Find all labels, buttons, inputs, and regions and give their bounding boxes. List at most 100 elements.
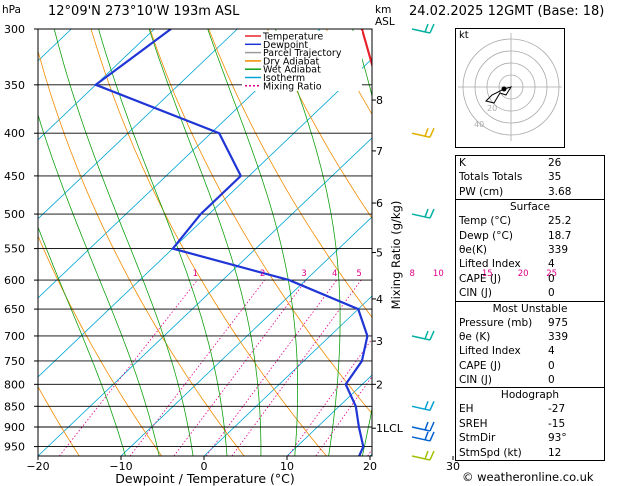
location-title: 12°09'N 273°10'W 193m ASL xyxy=(48,4,240,19)
row-key: Temp (°C) xyxy=(459,215,512,228)
wind-barb-flag xyxy=(424,421,429,431)
isotherm-line xyxy=(286,374,372,456)
table-row: Lifted Index 4 xyxy=(456,257,604,271)
dry-adiabat-line xyxy=(38,235,163,456)
row-value: 25.2 xyxy=(548,215,572,228)
legend-entry: Wet Adiabat xyxy=(263,65,321,76)
pressure-label: 700 xyxy=(4,330,25,343)
mixing-ratio-label: 1 xyxy=(193,269,198,279)
pressure-label: 350 xyxy=(4,79,25,92)
row-value: 975 xyxy=(548,316,569,329)
hodograph-title: Hodograph xyxy=(500,389,560,402)
wet-adiabat-line xyxy=(38,113,160,456)
wind-barb-flag xyxy=(424,23,429,33)
km-tick-label: 2 xyxy=(376,378,383,391)
mixing-ratio-label: 4 xyxy=(332,269,337,279)
dry-adiabat-line xyxy=(603,4,629,465)
pressure-label: 500 xyxy=(4,208,25,221)
pressure-label: 650 xyxy=(4,303,25,316)
wind-barb-flag xyxy=(429,400,435,411)
wind-barb-flag xyxy=(429,208,435,219)
row-value: 93° xyxy=(548,432,567,445)
table-row: StmSpd (kt) 12 xyxy=(456,446,604,460)
temp-tick-label: 30 xyxy=(446,460,460,473)
pressure-label: 450 xyxy=(4,170,25,183)
surface-section: Surface Temp (°C) 25.2 Dewp (°C) 18.7 θe(K) 3… xyxy=(456,199,604,300)
most-unstable-section: Most Unstable Pressure (mb) 975 θe (K) 339 L… xyxy=(456,300,604,388)
row-value: 18.7 xyxy=(548,229,572,242)
row-key: Pressure (mb) xyxy=(459,316,533,329)
hodograph-section: Hodograph EH -27 SREH -15 StmDir 93° StmSpd (k… xyxy=(456,387,604,460)
pressure-label: 950 xyxy=(4,441,25,454)
most-unstable-title: Most Unstable xyxy=(492,302,568,315)
axes: 3003504004505005506006507007508008509009… xyxy=(4,23,557,486)
wind-barb-flag xyxy=(429,330,435,341)
table-row: CIN (J) 0 xyxy=(456,373,604,387)
isotherm-line xyxy=(38,29,238,220)
km-tick-label: 3 xyxy=(376,335,383,348)
row-value: 0 xyxy=(548,272,555,285)
mixing-ratio-label: 15 xyxy=(482,269,493,279)
table-row: Lifted Index 4 xyxy=(456,344,604,358)
series-line-dewpoint xyxy=(93,29,369,456)
isotherm-line xyxy=(38,29,155,141)
hodograph-trace xyxy=(485,86,513,104)
wind-barb xyxy=(411,213,431,219)
height-unit-km: km xyxy=(375,4,392,16)
profiles xyxy=(93,29,372,456)
temp-tick-label: 10 xyxy=(280,460,294,473)
table-row: Totals Totals 35 xyxy=(456,170,604,184)
row-key: PW (cm) xyxy=(459,185,504,198)
pressure-label: 750 xyxy=(4,355,25,368)
wind-barb-flag xyxy=(424,450,429,460)
wind-barb-flag xyxy=(429,431,435,442)
mixing-ratio-label: 25 xyxy=(546,269,557,279)
mixing-ratio-label: 8 xyxy=(409,269,414,279)
row-key: EH xyxy=(459,403,474,416)
row-key: θe (K) xyxy=(459,330,491,343)
row-key: Dewp (°C) xyxy=(459,229,513,242)
pressure-label: 400 xyxy=(4,127,25,140)
datetime-title: 24.02.2025 12GMT (Base: 18) xyxy=(409,4,605,19)
wind-barb-flag xyxy=(424,330,429,340)
pressure-label: 800 xyxy=(4,378,25,391)
table-row: Pressure (mb) 975 xyxy=(456,316,604,330)
x-axis-label: Dewpoint / Temperature (°C) xyxy=(115,471,294,486)
row-value: 0 xyxy=(548,287,555,300)
row-key: CIN (J) xyxy=(459,287,492,300)
row-value: -27 xyxy=(548,403,566,416)
table-row: CIN (J) 0 xyxy=(456,286,604,300)
hodograph-panel: 20 40 kt xyxy=(455,28,565,148)
plot-frame xyxy=(37,28,373,457)
table-row: StmDir 93° xyxy=(456,431,604,445)
mixing-ratio-label: 10 xyxy=(433,269,444,279)
row-key: CIN (J) xyxy=(459,374,492,387)
isotherm-line xyxy=(619,29,629,456)
wet-adiabat-line xyxy=(352,29,372,456)
table-row: CAPE (J) 0 xyxy=(456,359,604,373)
wind-barb xyxy=(411,455,431,461)
row-value: 339 xyxy=(548,330,569,343)
row-key: SREH xyxy=(459,417,488,430)
isotherm-line xyxy=(120,216,372,456)
wind-barb-flag xyxy=(424,208,429,218)
wind-barb-flag xyxy=(424,401,429,410)
row-key: Lifted Index xyxy=(459,345,521,358)
row-value: 4 xyxy=(548,258,555,271)
table-row: Dewp (°C) 18.7 xyxy=(456,229,604,243)
wind-barb xyxy=(411,405,431,412)
table-row: SREH -15 xyxy=(456,417,604,431)
dry-adiabat-line xyxy=(38,49,245,456)
wet-adiabat-line xyxy=(38,226,126,456)
km-tick-label: 4 xyxy=(376,293,383,306)
legend-entry: Dewpoint xyxy=(263,40,308,51)
isotherm-line xyxy=(38,137,372,456)
row-value: 0 xyxy=(548,374,555,387)
hodograph-ring-label: 40 xyxy=(474,120,484,129)
table-row: Temp (°C) 25.2 xyxy=(456,214,604,228)
table-row: K 26 xyxy=(456,156,604,170)
height-unit: km ASL xyxy=(375,4,395,28)
dry-adiabat-line xyxy=(38,385,80,456)
